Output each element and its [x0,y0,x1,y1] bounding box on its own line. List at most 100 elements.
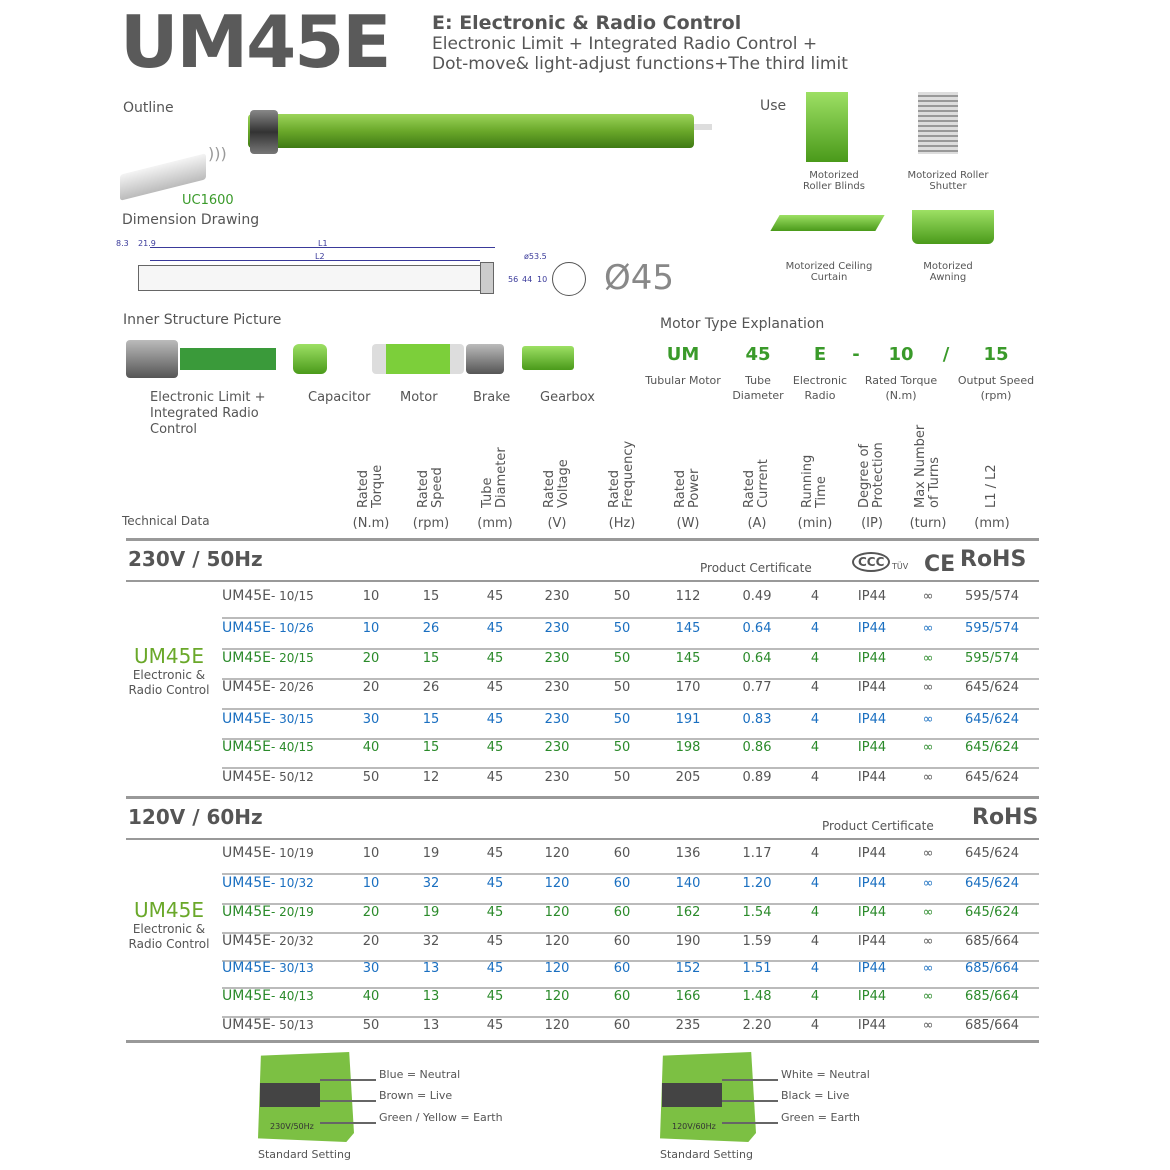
table-cell: 230 [544,589,570,604]
use-label: Use [760,98,787,114]
table-cell: 2.20 [742,1018,772,1033]
model-prefix: UM45E [222,875,271,891]
column-header-line: Degree of [857,444,872,508]
column-header: Tube Diameter [480,447,509,508]
model-name: UM45E- 40/13 [222,988,342,1004]
use-item: Motorized Awning [923,261,973,283]
table-cell: 230 [544,651,570,666]
table-cell: 20 [362,680,380,695]
table-cell: ∞ [922,770,934,785]
table-cell: 50 [613,589,631,604]
motor-tube-image [248,114,694,148]
column-unit: (mm) [477,516,513,531]
table-cell: IP44 [857,712,887,727]
table-cell: ∞ [922,846,934,861]
ce-cert-icon: CE [924,552,956,577]
table-cell: 170 [675,680,701,695]
table-cell: 45 [486,589,504,604]
table-cell: 19 [422,846,440,861]
table-cell: 0.64 [742,651,772,666]
table-cell: 645/624 [964,740,1019,755]
model-name: UM45E- 50/12 [222,769,342,785]
part-label: Capacitor [308,390,371,405]
type-code: - [852,344,860,365]
table-cell: 40 [362,740,380,755]
dim-value: 8.3 [116,239,129,248]
section-rule [126,580,1039,582]
table-cell: 10 [362,621,380,636]
motor-shaft [694,124,712,130]
table-cell: 645/624 [964,680,1019,695]
model-prefix: UM45E [222,988,271,1004]
row-divider [222,708,1039,710]
column-header-line: Rated [742,469,757,508]
certificate-label: Product Certificate [700,561,812,575]
table-cell: 45 [486,621,504,636]
table-cell: 50 [613,621,631,636]
model-prefix: UM45E [222,679,271,695]
model-prefix: UM45E [222,904,271,920]
type-desc: Output Speed (rpm) [957,374,1035,402]
column-header-line: Torque [370,464,385,508]
model-name: UM45E- 20/15 [222,650,342,666]
table-cell: 45 [486,961,504,976]
table-cell: 60 [613,989,631,1004]
use-item: Motorized Roller Blinds [803,170,865,192]
table-cell: 4 [810,651,820,666]
table-cell: ∞ [922,989,934,1004]
row-divider [222,767,1039,769]
table-cell: 140 [675,876,701,891]
column-header-line: Rated [416,469,431,508]
wiring-caption: Standard Setting [660,1148,753,1161]
table-cell: 4 [810,934,820,949]
table-cell: IP44 [857,905,887,920]
plate-label: 230V/50Hz [270,1122,314,1131]
tuv-cert-icon: TÜV [892,562,909,571]
type-code: 45 [745,344,771,365]
table-cell: 10 [362,589,380,604]
product-title: UM45E [120,0,391,84]
motor-drawing [138,265,483,291]
table-cell: 205 [675,770,701,785]
wire-label: Blue = Neutral [379,1068,461,1081]
column-header: Rated Current [742,459,771,508]
table-cell: 20 [362,651,380,666]
use-item: Motorized Roller Shutter [907,170,989,192]
table-cell: IP44 [857,770,887,785]
column-header: L1 / L2 [984,464,999,508]
group-label: Electronic & Radio Control [128,668,210,697]
table-cell: 191 [675,712,701,727]
column-header-line: Frequency [621,440,636,508]
table-cell: 230 [544,740,570,755]
table-cell: ∞ [922,589,934,604]
group-name: UM45E [134,898,204,922]
section-rule [126,538,1039,541]
remote-label: UC1600 [182,193,234,208]
wire-line [722,1122,778,1124]
model-prefix: UM45E [222,933,271,949]
wire-label: Green / Yellow = Earth [379,1111,503,1124]
table-cell: ∞ [922,934,934,949]
model-suffix: - 10/19 [271,846,314,860]
type-desc: Rated Torque (N.m) [864,374,938,402]
cable-image [260,1083,320,1107]
table-cell: ∞ [922,961,934,976]
type-code: E [813,344,827,365]
type-desc: Tube Diameter [732,374,784,402]
table-cell: 26 [422,621,440,636]
table-cell: 60 [613,876,631,891]
outline-label: Outline [123,100,174,116]
wire-line [722,1079,778,1081]
table-cell: IP44 [857,989,887,1004]
table-cell: 1.59 [742,934,772,949]
table-cell: 645/624 [964,770,1019,785]
table-cell: 13 [422,961,440,976]
table-cell: 152 [675,961,701,976]
table-cell: 60 [613,934,631,949]
table-cell: 0.83 [742,712,772,727]
dim-value: 56 [508,275,519,284]
wire-label: White = Neutral [781,1068,870,1081]
type-code: 10 [888,344,914,365]
model-prefix: UM45E [222,588,271,604]
table-cell: 30 [362,712,380,727]
